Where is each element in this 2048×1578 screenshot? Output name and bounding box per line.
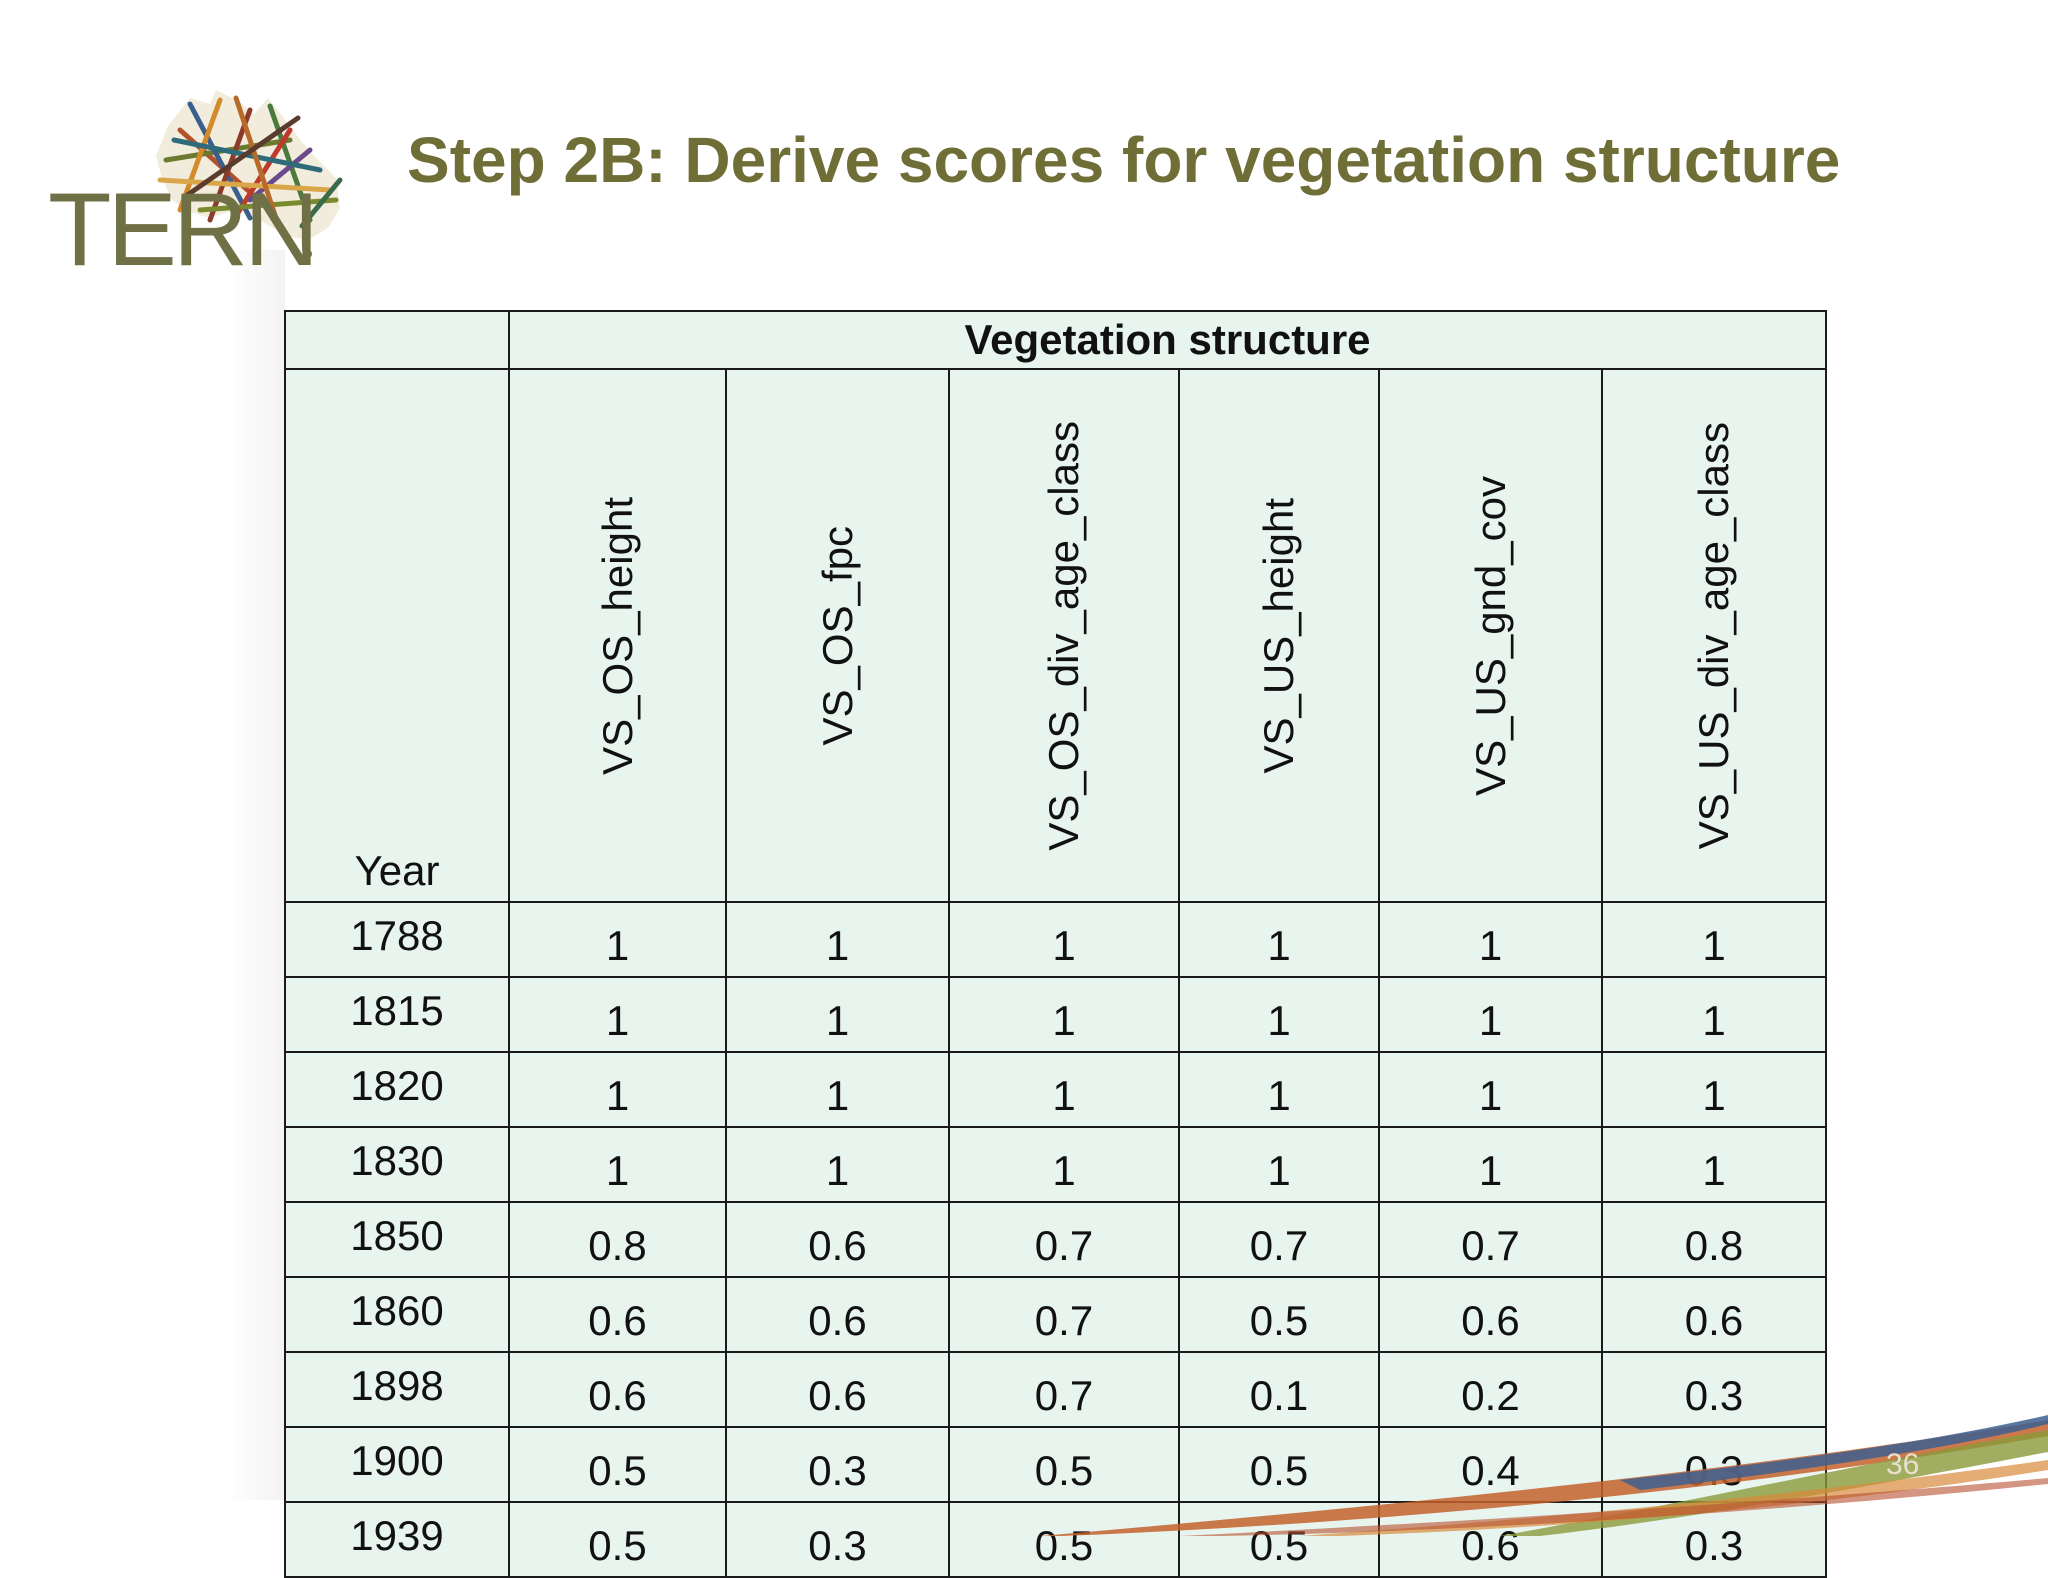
australia-map-icon <box>156 90 343 258</box>
empty-header-cell <box>284 310 510 370</box>
score-cell: 1 <box>1178 1126 1380 1203</box>
score-cell: 1 <box>508 1126 727 1203</box>
table-row: 1898 0.6 0.6 0.7 0.1 0.2 0.3 <box>284 1351 1827 1428</box>
group-header: Vegetation structure <box>508 310 1827 370</box>
score-cell: 0.6 <box>725 1276 950 1353</box>
score-cell: 1 <box>1178 1051 1380 1128</box>
score-cell: 0.7 <box>1378 1201 1603 1278</box>
score-cell: 0.7 <box>948 1276 1180 1353</box>
score-cell: 0.6 <box>508 1276 727 1353</box>
score-cell: 0.5 <box>1178 1276 1380 1353</box>
year-cell: 1830 <box>284 1126 510 1203</box>
score-cell: 1 <box>948 976 1180 1053</box>
vegetation-structure-table: Vegetation structure Year VS_OS_height V… <box>284 310 1827 1578</box>
table-row: 1788 1 1 1 1 1 1 <box>284 901 1827 978</box>
score-cell: 1 <box>508 901 727 978</box>
score-cell: 1 <box>725 1051 950 1128</box>
year-cell: 1820 <box>284 1051 510 1128</box>
score-cell: 1 <box>1378 976 1603 1053</box>
score-cell: 0.6 <box>508 1351 727 1428</box>
score-cell: 1 <box>725 901 950 978</box>
score-cell: 1 <box>1178 901 1380 978</box>
score-cell: 0.6 <box>1601 1276 1827 1353</box>
score-cell: 1 <box>1601 901 1827 978</box>
score-cell: 0.6 <box>1378 1276 1603 1353</box>
score-cell: 1 <box>508 976 727 1053</box>
score-cell: 0.7 <box>948 1201 1180 1278</box>
score-cell: 0.2 <box>1378 1351 1603 1428</box>
score-cell: 1 <box>1601 1051 1827 1128</box>
column-header: VS_OS_div_age_class <box>948 368 1180 903</box>
score-cell: 0.1 <box>1178 1351 1380 1428</box>
score-cell: 0.5 <box>508 1426 727 1503</box>
score-cell: 0.3 <box>1601 1351 1827 1428</box>
year-header: Year <box>284 368 510 903</box>
score-cell: 0.7 <box>948 1351 1180 1428</box>
background-band <box>225 250 285 1500</box>
column-header: VS_US_height <box>1178 368 1380 903</box>
decorative-swoosh <box>1040 1415 2048 1536</box>
score-cell: 1 <box>948 1126 1180 1203</box>
score-cell: 1 <box>725 1126 950 1203</box>
table-row: 1850 0.8 0.6 0.7 0.7 0.7 0.8 <box>284 1201 1827 1278</box>
score-cell: 0.6 <box>725 1201 950 1278</box>
column-header: VS_US_div_age_class <box>1601 368 1827 903</box>
year-cell: 1815 <box>284 976 510 1053</box>
year-cell: 1850 <box>284 1201 510 1278</box>
score-cell: 0.5 <box>1178 1426 1380 1503</box>
score-cell: 1 <box>948 1051 1180 1128</box>
score-cell: 0.8 <box>508 1201 727 1278</box>
slide-title: Step 2B: Derive scores for vegetation st… <box>407 124 1841 196</box>
year-cell: 1788 <box>284 901 510 978</box>
column-header-row: Year VS_OS_height VS_OS_fpc VS_OS_div_ag… <box>284 368 1827 903</box>
score-cell: 0.8 <box>1601 1201 1827 1278</box>
tern-logo: TERN <box>40 40 360 288</box>
column-header: VS_US_gnd_cov <box>1378 368 1603 903</box>
score-cell: 0.5 <box>948 1426 1180 1503</box>
column-header: VS_OS_fpc <box>725 368 950 903</box>
score-cell: 1 <box>1601 976 1827 1053</box>
logo-text: TERN <box>48 172 319 288</box>
score-cell: 1 <box>948 901 1180 978</box>
score-cell: 0.7 <box>1178 1201 1380 1278</box>
score-cell: 1 <box>1378 1126 1603 1203</box>
table-header-row: Vegetation structure <box>284 310 1827 370</box>
score-cell: 1 <box>1378 901 1603 978</box>
page-number: 36 <box>1886 1448 1920 1481</box>
score-cell: 0.6 <box>725 1351 950 1428</box>
score-cell: 1 <box>1601 1126 1827 1203</box>
score-cell: 0.3 <box>725 1426 950 1503</box>
year-cell: 1900 <box>284 1426 510 1503</box>
year-cell: 1898 <box>284 1351 510 1428</box>
table-row: 1830 1 1 1 1 1 1 <box>284 1126 1827 1203</box>
score-cell: 1 <box>725 976 950 1053</box>
table-row: 1860 0.6 0.6 0.7 0.5 0.6 0.6 <box>284 1276 1827 1353</box>
year-cell: 1860 <box>284 1276 510 1353</box>
score-cell: 1 <box>508 1051 727 1128</box>
table-row: 1820 1 1 1 1 1 1 <box>284 1051 1827 1128</box>
table-row: 1815 1 1 1 1 1 1 <box>284 976 1827 1053</box>
column-header: VS_OS_height <box>508 368 727 903</box>
score-cell: 1 <box>1378 1051 1603 1128</box>
score-cell: 1 <box>1178 976 1380 1053</box>
